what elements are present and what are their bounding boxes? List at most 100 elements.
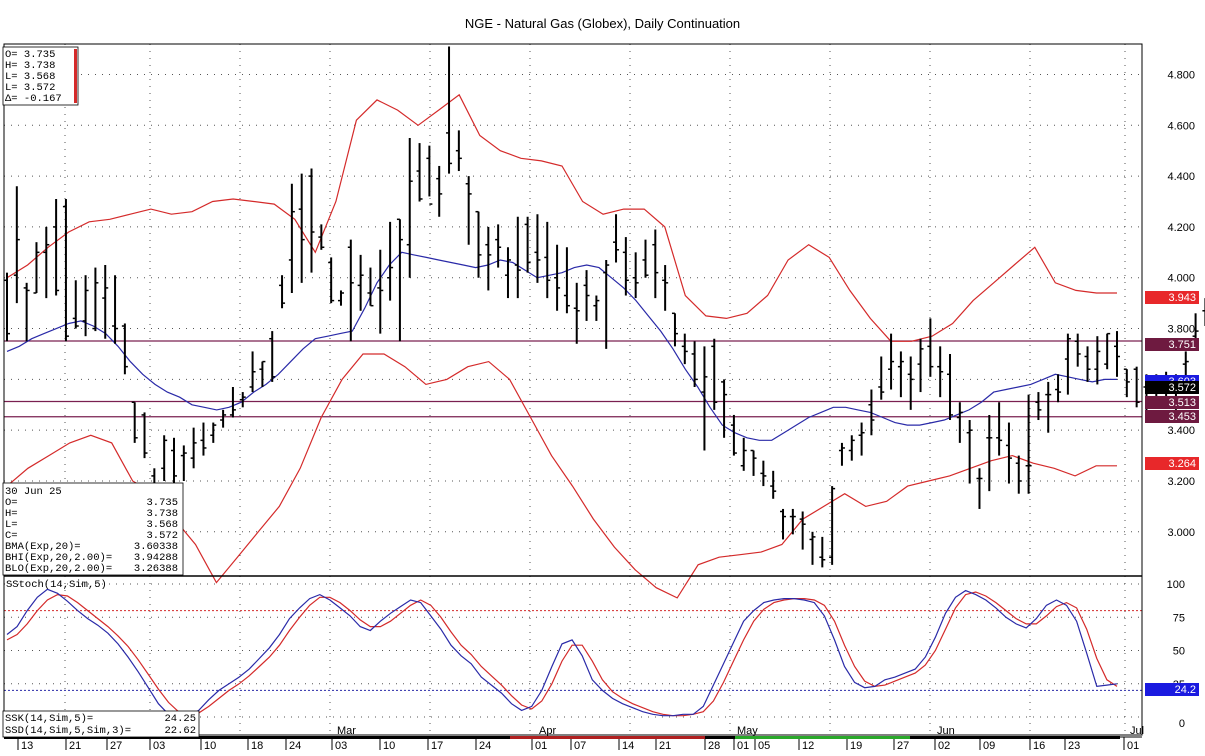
price-label-text: 3.943 [1168, 292, 1196, 304]
stoch-tick-label: 50 [1173, 646, 1185, 658]
ohlc-bar [927, 318, 934, 377]
day-label: 01 [1127, 740, 1139, 752]
ssk-value: 24.25 [164, 713, 196, 725]
ohlc-bar [53, 198, 60, 296]
ohlc-bar [1133, 366, 1140, 408]
info-label: BMA(Exp,20)= [5, 541, 81, 553]
ohlc-bar [347, 239, 354, 342]
ohlc-bar [396, 218, 403, 342]
ohlc-bar [1035, 392, 1042, 421]
ohlc-bar [711, 338, 718, 410]
ohlc-bar [504, 247, 511, 299]
ohlc-bar [318, 224, 325, 250]
ohlc-bar [730, 414, 737, 456]
ohlc-bar [1005, 422, 1012, 484]
ohlc-bar [180, 445, 187, 481]
month-label: Apr [539, 725, 556, 737]
price-label-tag: 3.572 [1145, 381, 1199, 394]
ohlc-bar [328, 257, 335, 304]
info-label: C= [5, 530, 18, 542]
day-label: 01 [737, 740, 749, 752]
ohlc-bar [770, 470, 777, 499]
info-label: BLO(Exp,20,2.00)= [5, 563, 112, 575]
ohlc-bar [809, 531, 816, 565]
day-label: 23 [1068, 740, 1080, 752]
price-label-bg [1145, 457, 1199, 470]
day-label: 10 [204, 740, 216, 752]
ohlc-bar [937, 346, 944, 398]
ohlc-bar [1055, 374, 1062, 403]
info-date: 30 Jun 25 [5, 486, 62, 498]
ohlc-bar [279, 275, 286, 309]
price-tick-label: 4.400 [1167, 171, 1195, 183]
price-tick-label: 3.000 [1167, 527, 1195, 539]
ssd-label: SSD(14,Sim,5,Sim,3)= [5, 725, 131, 737]
ohlc-bar [799, 511, 806, 550]
ohlc-box: O= 3.735 H= 3.738 L= 3.568 L= 3.572 Δ= -… [2, 46, 79, 106]
price-label-bg [1145, 381, 1199, 394]
ohlc-bar [858, 422, 865, 456]
ohlc-bar [269, 331, 276, 382]
price-tick-label: 4.200 [1167, 222, 1195, 234]
ohlc-bar [475, 210, 482, 278]
ohlc-bar [112, 275, 119, 344]
ohlc-bar [780, 508, 787, 540]
ohlc-bar [583, 270, 590, 321]
period-band [330, 736, 510, 739]
period-band [910, 736, 1120, 739]
ohlc-bar [161, 435, 168, 481]
ohlc-bar [141, 412, 148, 459]
ohlc-bar [897, 351, 904, 398]
moving-average-line [6, 251, 1117, 441]
stochastic-layer [4, 588, 1142, 718]
ohlc-bar [62, 198, 69, 342]
ohlc-bar [524, 216, 531, 273]
ohlc-bar [838, 442, 845, 466]
ssd-value: 22.62 [164, 725, 196, 737]
bollinger-upper-line [6, 93, 1117, 342]
ohlc-bar [662, 265, 669, 311]
ohlc-bar [1015, 455, 1022, 494]
ohlc-bar [632, 252, 639, 299]
horizontal-lines-layer [4, 340, 1142, 418]
ohlc-bar [92, 267, 99, 332]
stoch-label-tag: 24.2 [1145, 683, 1199, 696]
ohlc-bar [1104, 332, 1111, 370]
day-label: 10 [383, 740, 395, 752]
ohlc-bar [1182, 351, 1189, 380]
ohlc-bar [220, 409, 227, 428]
day-label: 18 [251, 740, 263, 752]
ohlc-bar [102, 265, 109, 339]
ohlc-bar [210, 422, 217, 443]
info-value: 3.572 [146, 530, 178, 542]
ohlc-bar [701, 346, 708, 451]
ohlc-bar [642, 239, 649, 278]
bollinger-layer [6, 93, 1117, 599]
info-label: L= [5, 519, 18, 531]
ohlc-bar [259, 360, 266, 387]
ohlc-bar [72, 280, 79, 329]
price-label-text: 3.572 [1168, 382, 1196, 394]
price-label-tag: 3.453 [1145, 410, 1199, 423]
stoch-tick-label: 0 [1179, 718, 1185, 730]
grid-layer [4, 44, 1142, 735]
price-label-bg [1145, 410, 1199, 423]
ohlc-bar [848, 435, 855, 461]
info-box: 30 Jun 25 O= 3.735 H= 3.738 L= 3.568 C= … [2, 482, 184, 576]
ohlc-bar [613, 214, 620, 263]
period-band [4, 736, 330, 739]
ohlc-bar [1045, 381, 1052, 433]
ohlc-bar [1074, 333, 1081, 367]
ohlc-line-low: L= 3.568 [5, 71, 55, 83]
ohlc-bar [1094, 336, 1101, 385]
ohlc-bar [23, 282, 30, 342]
stoch-tick-label: 100 [1167, 579, 1185, 591]
month-label: Jun [937, 725, 955, 737]
ohlc-bars-layer [4, 46, 1205, 568]
ohlc-bar [406, 138, 413, 278]
ohlc-bar [573, 282, 580, 344]
day-label: 24 [289, 740, 301, 752]
price-label-text: 3.264 [1168, 458, 1196, 470]
month-label: May [737, 725, 758, 737]
